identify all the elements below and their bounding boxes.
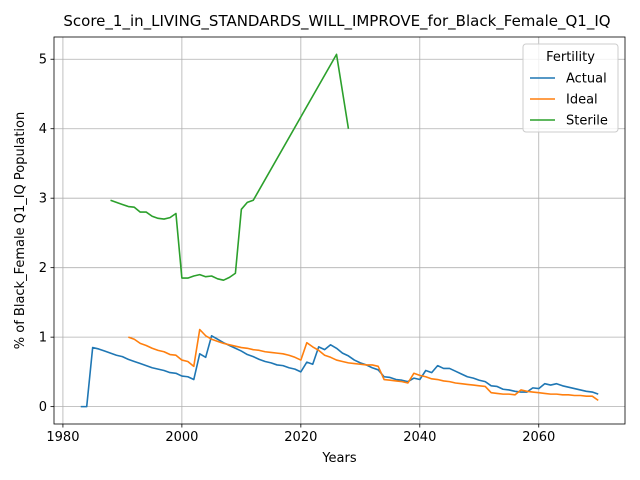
axis-ticks: 1980 2000 2020 2040 2060 0 1 2 3 4 5 [39,53,556,445]
series-line-actual [80,334,599,408]
legend: Fertility Actual Ideal Sterile [522,43,619,133]
legend-label-actual: Actual [566,72,607,87]
x-tick-label: 2040 [403,430,436,445]
x-tick-label: 2020 [284,430,317,445]
legend-title: Fertility [546,50,595,65]
y-tick-label: 3 [39,192,47,207]
x-tick-label: 2000 [165,430,198,445]
x-axis-label: Years [321,451,357,466]
legend-label-sterile: Sterile [566,114,608,129]
series-line-ideal [128,328,599,402]
plot-frame [53,36,626,425]
legend-label-ideal: Ideal [566,93,598,108]
series-lines [80,53,599,408]
series-line-sterile [110,53,350,281]
x-tick-label: 1980 [46,430,79,445]
y-tick-label: 5 [39,53,47,68]
legend-box [522,43,619,133]
y-tick-label: 4 [39,122,47,137]
chart-title: Score_1_in_LIVING_STANDARDS_WILL_IMPROVE… [63,12,610,31]
y-tick-label: 2 [39,261,47,276]
y-axis-label: % of Black_Female Q1_IQ Population [13,112,28,349]
x-tick-label: 2060 [522,430,555,445]
y-tick-label: 0 [39,400,47,415]
y-tick-label: 1 [39,331,47,346]
